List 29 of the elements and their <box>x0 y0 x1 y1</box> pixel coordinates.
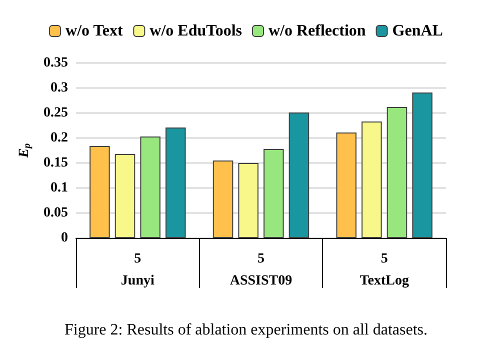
bar <box>212 160 234 238</box>
bar <box>166 128 186 238</box>
legend-label: w/o EduTools <box>150 22 242 40</box>
legend-label: GenAL <box>392 22 443 40</box>
bar <box>140 136 160 238</box>
legend-label: w/o Text <box>66 22 124 40</box>
bar <box>336 132 356 238</box>
bar <box>264 149 284 238</box>
y-axis-title: Ep <box>17 143 34 159</box>
y-tick-label: 0.2 <box>50 130 68 146</box>
x-tick-label: 5 TextLog <box>360 252 409 288</box>
bar <box>362 122 382 238</box>
y-tick-label: 0.35 <box>44 56 68 70</box>
bar <box>412 92 432 238</box>
y-tick-label: 0.05 <box>44 206 68 220</box>
x-tick-label: 5 ASSIST09 <box>230 252 292 288</box>
x-tick-label: 5 Junyi <box>120 252 155 288</box>
y-tick-label: 0.25 <box>44 106 68 120</box>
bar <box>386 107 408 238</box>
y-tick-label: 0.3 <box>50 80 68 96</box>
bar <box>114 154 136 238</box>
bar <box>90 146 110 238</box>
bar <box>238 163 258 238</box>
y-tick-label: 0 <box>61 230 68 246</box>
bar <box>288 112 310 238</box>
y-tick-label: 0.1 <box>50 180 68 196</box>
legend-label: w/o Reflection <box>268 22 366 40</box>
caption: Figure 2: Results of ablation experiments on all datasets. <box>64 322 428 338</box>
y-tick-label: 0.15 <box>44 156 68 170</box>
